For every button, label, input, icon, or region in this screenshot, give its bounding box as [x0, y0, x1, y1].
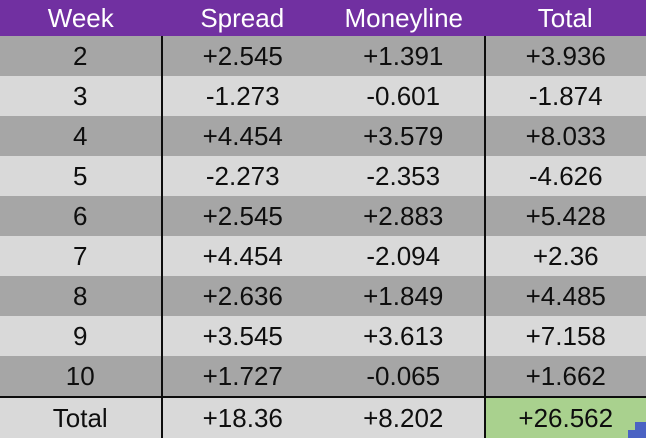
fill-handle-square: [635, 422, 646, 438]
cell-spread[interactable]: +1.727: [202, 361, 283, 391]
total-row-label[interactable]: Total: [0, 398, 163, 438]
cell-total[interactable]: -1.874: [528, 81, 603, 111]
cell-total[interactable]: +3.936: [525, 41, 606, 71]
cell-moneyline[interactable]: +3.579: [323, 116, 486, 156]
cell-moneyline[interactable]: +2.883: [323, 196, 486, 236]
cell-total[interactable]: +1.662: [525, 361, 606, 391]
header-moneyline[interactable]: Moneyline: [344, 3, 463, 33]
table-row: 6 +2.545 +2.883 +5.428: [0, 196, 646, 236]
cell-week[interactable]: 3: [0, 76, 163, 116]
cell-spread[interactable]: -2.273: [205, 161, 280, 191]
fill-handle-step: [628, 430, 636, 438]
cell-week[interactable]: 7: [0, 236, 163, 276]
selection-fill-handle[interactable]: [626, 420, 646, 438]
cell-moneyline[interactable]: +3.613: [323, 316, 486, 356]
cell-total[interactable]: +4.485: [525, 281, 606, 311]
cell-total[interactable]: +7.158: [525, 321, 606, 351]
header-total[interactable]: Total: [537, 3, 593, 33]
table-body: 2 +2.545 +1.391 +3.936 3 -1.273 -0.601 -…: [0, 36, 646, 396]
total-row-spread-cell[interactable]: +18.36: [202, 403, 283, 433]
cell-week[interactable]: 8: [0, 276, 163, 316]
grand-total-cell[interactable]: +26.562: [485, 398, 646, 438]
table-row: 2 +2.545 +1.391 +3.936: [0, 36, 646, 76]
table-row: 5 -2.273 -2.353 -4.626: [0, 156, 646, 196]
table-header-row: Week Spread Moneyline Total: [0, 0, 646, 36]
cell-moneyline[interactable]: -0.065: [323, 356, 486, 396]
total-row: Total +18.36 +8.202 +26.562: [0, 396, 646, 438]
cell-moneyline[interactable]: -2.094: [323, 236, 486, 276]
cell-total[interactable]: +2.36: [532, 241, 599, 271]
header-week[interactable]: Week: [47, 3, 114, 33]
cell-spread[interactable]: +3.545: [202, 321, 283, 351]
cell-week[interactable]: 2: [0, 36, 163, 76]
cell-spread[interactable]: +2.545: [202, 41, 283, 71]
header-spread[interactable]: Spread: [200, 3, 285, 33]
cell-total[interactable]: +5.428: [525, 201, 606, 231]
cell-spread[interactable]: -1.273: [205, 81, 280, 111]
cell-moneyline[interactable]: -0.601: [323, 76, 486, 116]
cell-moneyline[interactable]: -2.353: [323, 156, 486, 196]
cell-week[interactable]: 6: [0, 196, 163, 236]
cell-spread[interactable]: +2.545: [202, 201, 283, 231]
cell-moneyline[interactable]: +1.849: [323, 276, 486, 316]
cell-spread[interactable]: +4.454: [202, 241, 283, 271]
table-row: 4 +4.454 +3.579 +8.033: [0, 116, 646, 156]
cell-moneyline[interactable]: +1.391: [323, 36, 486, 76]
table-row: 7 +4.454 -2.094 +2.36: [0, 236, 646, 276]
table-row: 9 +3.545 +3.613 +7.158: [0, 316, 646, 356]
cell-week[interactable]: 9: [0, 316, 163, 356]
table-row: 8 +2.636 +1.849 +4.485: [0, 276, 646, 316]
cell-week[interactable]: 4: [0, 116, 163, 156]
cell-spread[interactable]: +4.454: [202, 121, 283, 151]
table-row: 3 -1.273 -0.601 -1.874: [0, 76, 646, 116]
cell-total[interactable]: -4.626: [528, 161, 603, 191]
cell-week[interactable]: 5: [0, 156, 163, 196]
cell-total[interactable]: +8.033: [525, 121, 606, 151]
table-row: 10 +1.727 -0.065 +1.662: [0, 356, 646, 396]
cell-spread[interactable]: +2.636: [202, 281, 283, 311]
total-row-moneyline-cell[interactable]: +8.202: [323, 398, 486, 438]
cell-week[interactable]: 10: [0, 356, 163, 396]
